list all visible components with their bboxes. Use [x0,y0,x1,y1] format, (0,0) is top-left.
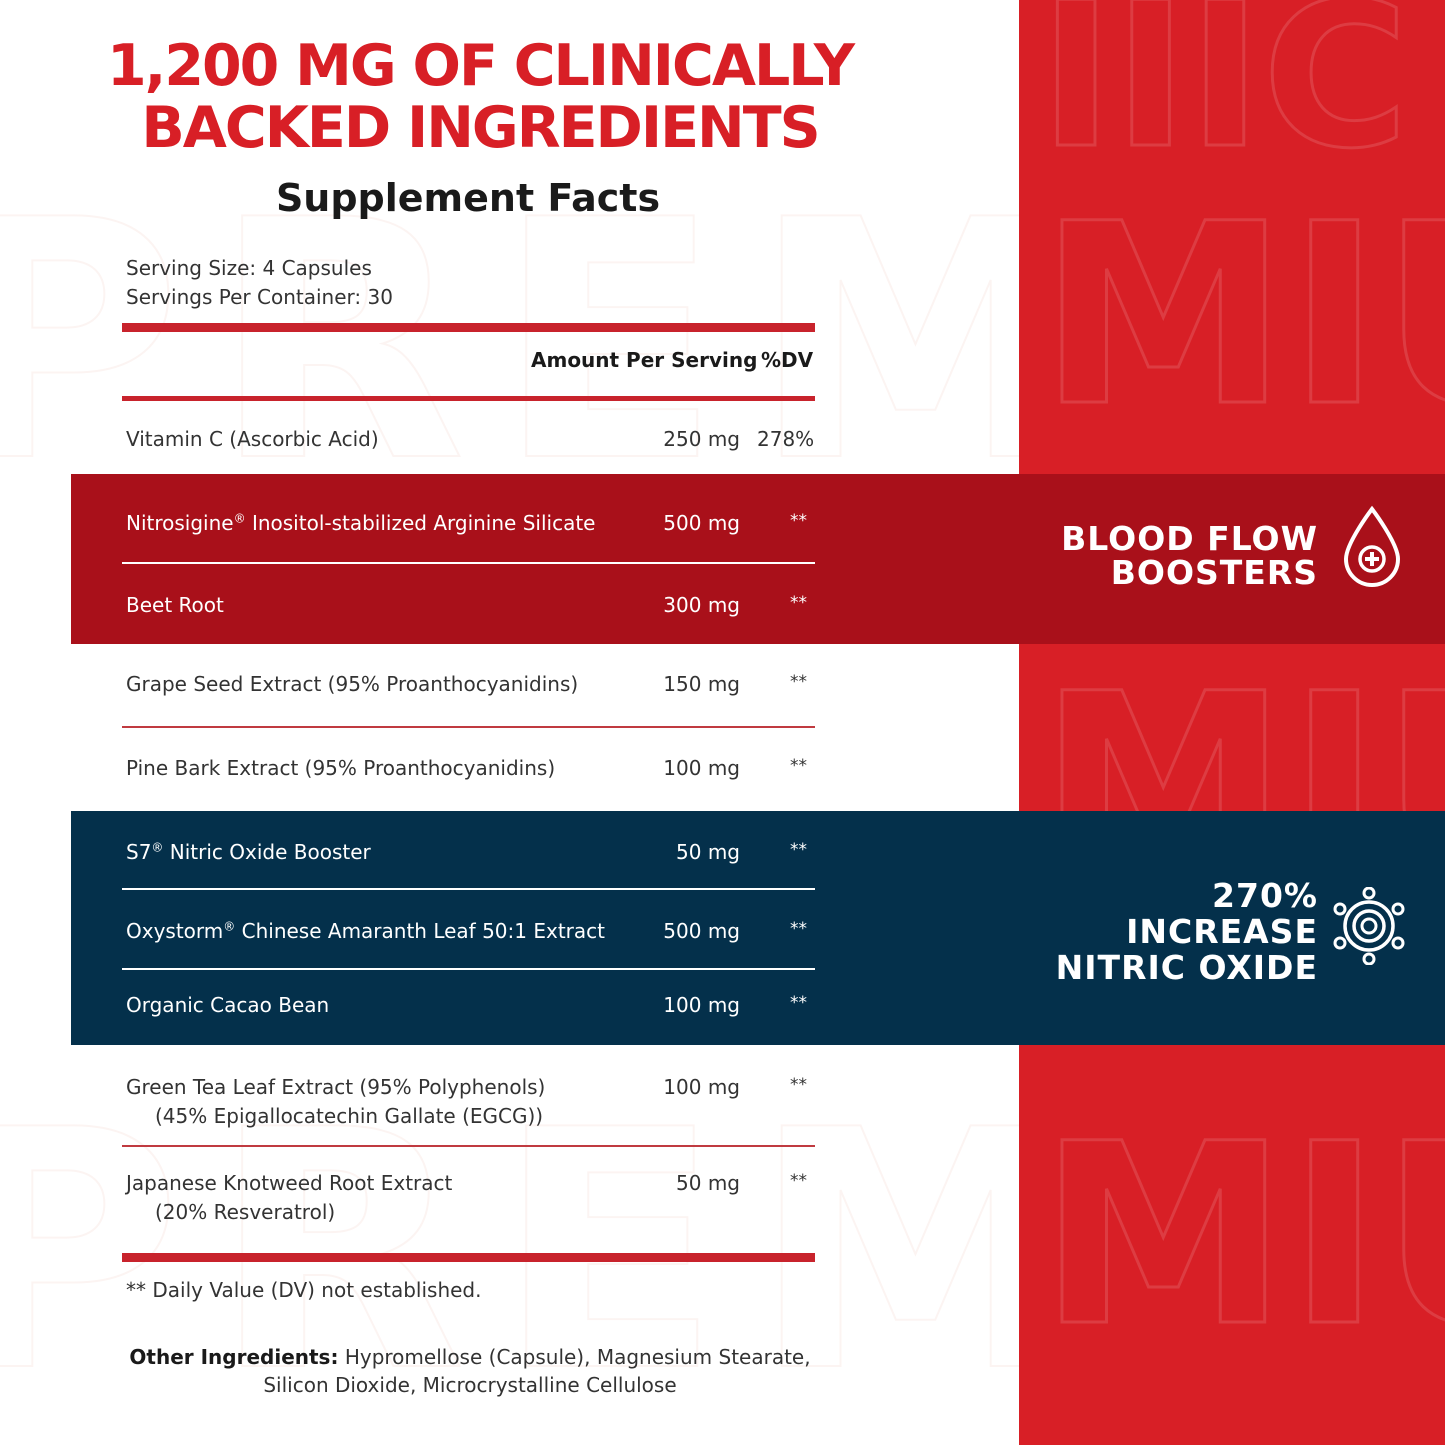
ingredient-amount: 50 mg [676,1171,740,1195]
ingredient-dv: ** [790,511,807,531]
callout-line: NITRIC OXIDE [1055,948,1318,987]
ingredient-amount: 300 mg [663,593,740,617]
ingredient-dv: ** [790,593,807,613]
row-divider [122,968,815,970]
callout-line: BOOSTERS [1110,553,1318,592]
dv-footnote: ** Daily Value (DV) not established. [126,1278,482,1302]
ingredient-dv: ** [790,672,807,692]
ingredient-name: Japanese Knotweed Root Extract [126,1171,453,1195]
rule-header [122,396,815,401]
servings-per-container: Servings Per Container: 30 [126,285,393,309]
ingredient-amount: 250 mg [663,427,740,451]
ingredient-dv: 278% [757,427,815,451]
ingredient-dv: ** [790,993,807,1013]
ingredient-name: Green Tea Leaf Extract (95% Polyphenols) [126,1075,546,1099]
callout-line: INCREASE [1126,912,1318,951]
ingredient-dv: ** [790,756,807,776]
rule-top [122,323,815,332]
supplement-facts-title: Supplement Facts [275,176,661,220]
ingredient-amount: 500 mg [663,919,740,943]
ingredient-name: Organic Cacao Bean [126,993,330,1017]
panel-watermark-lower: MIU [1038,1089,1445,1383]
nitric-oxide-callout: 270% INCREASE NITRIC OXIDE [1056,878,1318,986]
other-ingredients-text: Hypromellose (Capsule), Magnesium Steara… [263,1345,811,1397]
other-ingredients: Other Ingredients: Hypromellose (Capsule… [100,1343,840,1399]
ingredient-dv: ** [790,919,807,939]
ingredient-name: S7® Nitric Oxide Booster [126,840,371,864]
column-header-amount: Amount Per Serving [531,348,758,372]
right-red-panel: IIIC MIU MIU MIU [1019,0,1445,1445]
panel-watermark-mid: MIU [1038,169,1445,463]
other-ingredients-label: Other Ingredients: [129,1345,339,1369]
ingredient-name: Beet Root [126,593,224,617]
blood-drop-plus-icon [1343,505,1401,587]
headline: 1,200 MG OF CLINICALLY BACKED INGREDIENT… [60,35,900,159]
ingredient-dv: ** [790,1075,807,1095]
ingredient-name: Oxystorm® Chinese Amaranth Leaf 50:1 Ext… [126,919,605,943]
headline-line-1: 1,200 MG OF CLINICALLY [107,33,855,99]
ingredient-amount: 50 mg [676,840,740,864]
ingredient-amount: 100 mg [663,993,740,1017]
registered-mark: ® [223,919,236,934]
ingredient-name: Pine Bark Extract (95% Proanthocyanidins… [126,756,556,780]
nitric-oxide-band [71,811,1445,1045]
ingredient-amount: 150 mg [663,672,740,696]
callout-line: 270% [1212,876,1318,915]
molecule-icon [1333,887,1405,965]
ingredient-name: Grape Seed Extract (95% Proanthocyanidin… [126,672,579,696]
ingredient-dv: ** [790,1171,807,1191]
ingredient-subtext: (20% Resveratrol) [155,1200,336,1224]
ingredient-amount: 100 mg [663,756,740,780]
registered-mark: ® [151,840,164,855]
ingredient-name: Nitrosigine® Inositol-stabilized Arginin… [126,511,596,535]
row-divider [122,888,815,890]
ingredient-name: Vitamin C (Ascorbic Acid) [126,427,379,451]
ingredient-amount: 100 mg [663,1075,740,1099]
ingredient-dv: ** [790,840,807,860]
ingredient-subtext: (45% Epigallocatechin Gallate (EGCG)) [155,1104,544,1128]
ingredient-amount: 500 mg [663,511,740,535]
row-divider [122,1145,815,1147]
row-divider [122,726,815,728]
serving-info: Serving Size: 4 Capsules Servings Per Co… [126,254,393,312]
rule-bottom [122,1253,815,1262]
serving-size: Serving Size: 4 Capsules [126,256,372,280]
blood-flow-band [71,474,1445,644]
headline-line-2: BACKED INGREDIENTS [141,95,820,161]
callout-line: BLOOD FLOW [1061,519,1318,558]
panel-watermark-top: IIIC [1037,0,1410,195]
column-header-dv: %DV [761,348,814,372]
row-divider [122,562,815,564]
blood-flow-callout: BLOOD FLOW BOOSTERS [1061,522,1318,590]
registered-mark: ® [233,511,246,526]
